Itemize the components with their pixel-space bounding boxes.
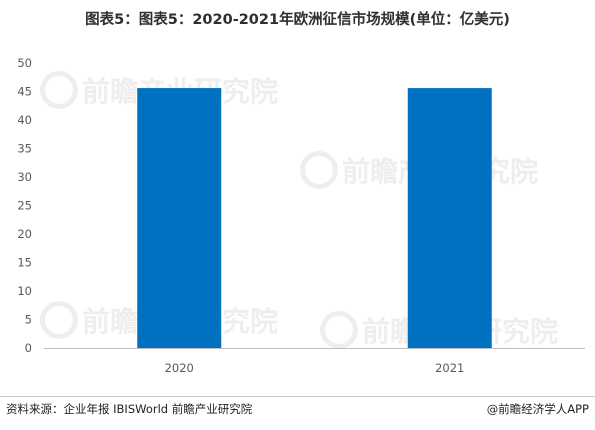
footer-divider [0,396,595,397]
brand-credit: @前瞻经济学人APP [486,402,589,416]
source-note: 资料来源：企业年报 IBISWorld 前瞻产业研究院 [6,402,253,416]
y-tick-label: 45 [17,85,32,99]
y-tick-label: 30 [17,170,32,184]
watermark-logo-icon [40,71,78,109]
x-tick-label: 2020 [165,361,194,375]
y-tick-label: 10 [17,284,32,298]
y-tick-label: 35 [17,142,32,156]
watermark-logo-icon [320,311,358,349]
x-tick-label: 2021 [435,361,464,375]
y-tick-label: 20 [17,227,32,241]
y-tick-label: 15 [17,256,32,270]
watermark-logo-icon [300,151,338,189]
chart-title: 图表5：图表5：2020-2021年欧洲征信市场规模(单位：亿美元) [85,12,510,28]
y-tick-label: 25 [17,199,32,213]
watermark-logo-icon [40,301,78,339]
y-tick-label: 50 [17,56,32,70]
bar-2021 [407,88,492,348]
y-tick-label: 0 [25,341,32,355]
bar-2020 [137,88,222,348]
y-tick-label: 40 [17,113,32,127]
y-tick-label: 5 [25,313,32,327]
